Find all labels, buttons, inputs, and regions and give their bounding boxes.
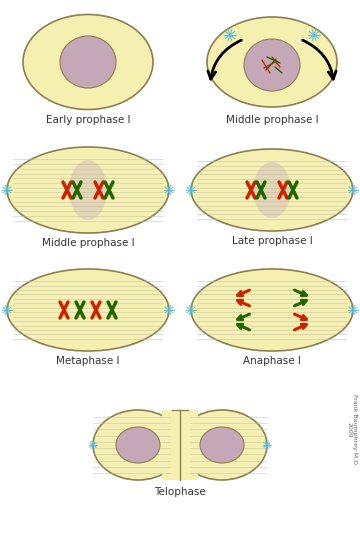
Ellipse shape [93,410,183,480]
Ellipse shape [253,162,291,218]
Ellipse shape [7,269,169,351]
Text: Frank Baumphrey M.D.
2009: Frank Baumphrey M.D. 2009 [347,394,357,466]
Ellipse shape [244,39,300,91]
FancyBboxPatch shape [162,410,198,480]
Ellipse shape [69,160,107,220]
Ellipse shape [191,269,353,351]
Ellipse shape [60,36,116,88]
Ellipse shape [177,410,267,480]
Text: Anaphase I: Anaphase I [243,356,301,366]
Text: Middle prophase I: Middle prophase I [42,238,134,248]
Ellipse shape [191,149,353,231]
Text: Late prophase I: Late prophase I [231,236,312,246]
Text: Telophase: Telophase [154,487,206,497]
Text: Metaphase I: Metaphase I [56,356,120,366]
Text: Middle prophase I: Middle prophase I [226,115,318,125]
Ellipse shape [23,15,153,110]
Text: Early prophase I: Early prophase I [46,115,130,125]
Ellipse shape [116,427,160,463]
Ellipse shape [207,17,337,107]
Ellipse shape [7,147,169,233]
Ellipse shape [200,427,244,463]
